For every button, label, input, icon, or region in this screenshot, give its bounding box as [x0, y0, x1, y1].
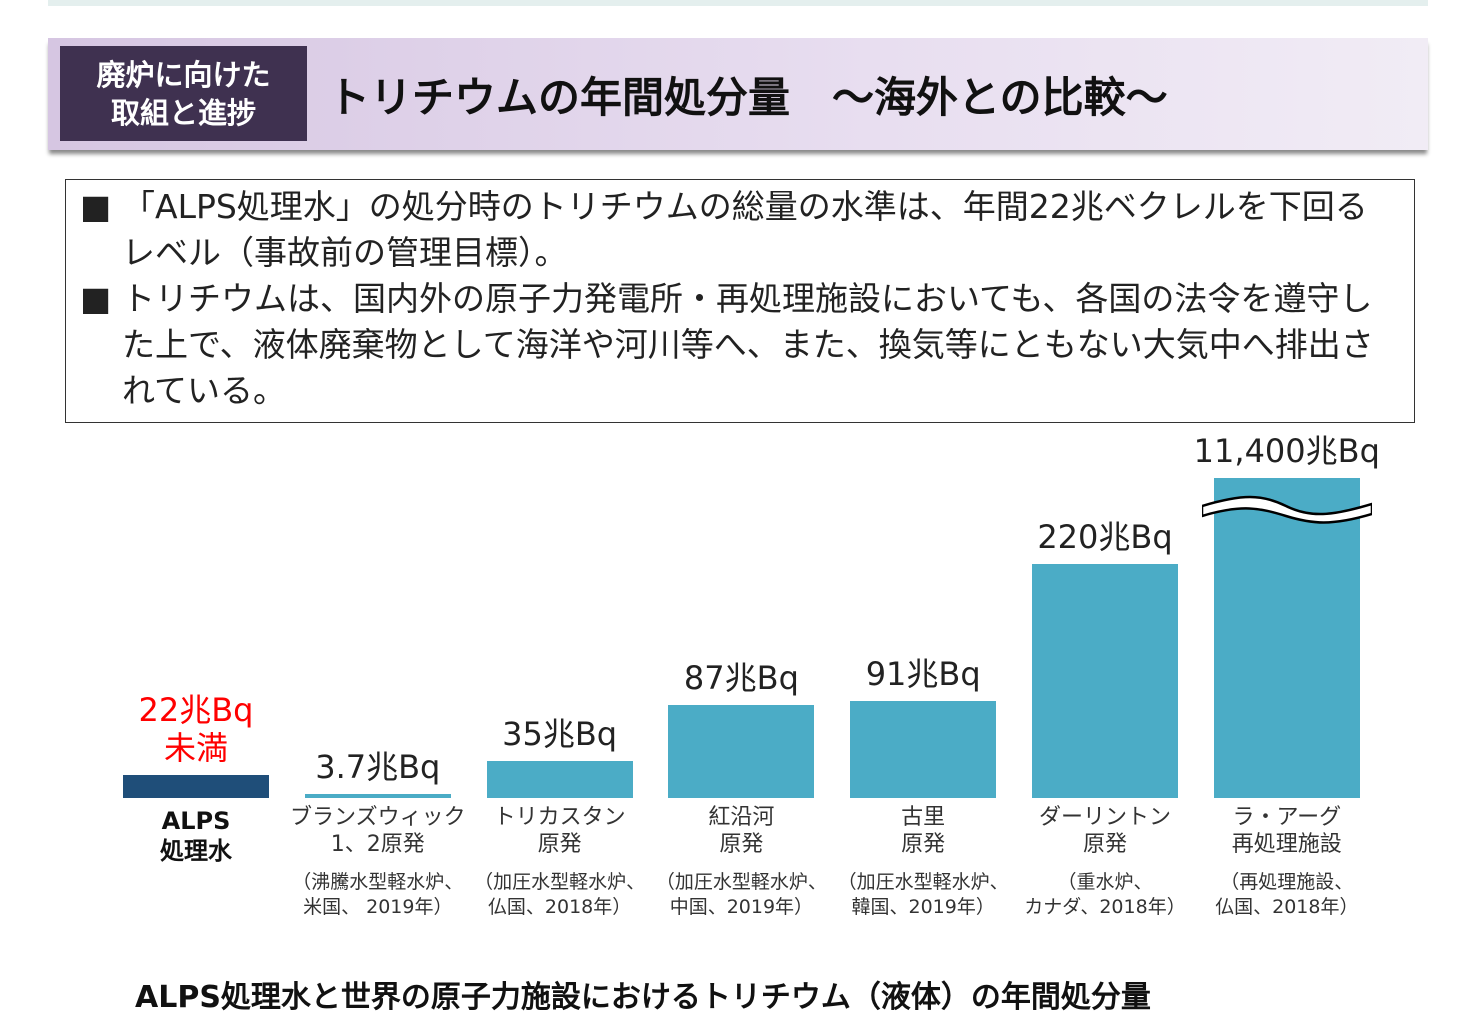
top-strip — [48, 0, 1428, 6]
bar-4 — [850, 701, 997, 798]
category-label: ブランズウィック 1、2原発 — [290, 805, 466, 857]
axis-break-icon — [1201, 495, 1372, 524]
bullet-item: ■ 「ALPS処理水」の処分時のトリチウムの総量の水準は、年間22兆ベクレルを下… — [80, 184, 1397, 276]
category-note: （加圧水型軽水炉、 中国、2019年） — [655, 871, 827, 918]
value-label: 220兆Bq — [1037, 517, 1173, 556]
page-title: トリチウムの年間処分量 ～海外との比較～ — [328, 73, 1168, 122]
value-label: 3.7兆Bq — [315, 748, 441, 787]
tritium-bar-chart: 22兆Bq 未満 ALPS 処理水 3.7兆Bq ブランズウィック 1、2原発 （沸騰水… — [0, 430, 1478, 950]
bar-1 — [304, 794, 451, 798]
bullet-text: 「ALPS処理水」の処分時のトリチウムの総量の水準は、年間22兆ベクレルを下回る… — [122, 187, 1368, 272]
section-tag-line-2: 取組と進捗 — [110, 95, 256, 130]
category-label: ダーリントン 原発 — [1038, 805, 1171, 857]
header-banner: 廃炉に向けた 取組と進捗 トリチウムの年間処分量 ～海外との比較～ — [48, 38, 1428, 150]
category-label: トリカスタン 原発 — [493, 805, 626, 857]
category-note: （沸騰水型軽水炉、 米国、 2019年） — [292, 871, 464, 918]
bullet-marker: ■ — [80, 187, 112, 226]
value-label: 91兆Bq — [865, 655, 981, 694]
bullet-text: トリチウムは、国内外の原子力発電所・再処理施設においても、各国の法令を遵守した上… — [122, 279, 1374, 410]
bar-2 — [486, 760, 633, 798]
bar-6 — [1213, 478, 1360, 798]
bullet-marker: ■ — [80, 279, 112, 318]
value-label: 35兆Bq — [502, 714, 618, 753]
value-label: 11,400兆Bq — [1193, 432, 1380, 470]
bullet-item: ■ トリチウムは、国内外の原子力発電所・再処理施設においても、各国の法令を遵守し… — [80, 276, 1397, 414]
category-note: （再処理施設、 仏国、2018年） — [1215, 871, 1359, 918]
section-tag-line-1: 廃炉に向けた — [96, 57, 271, 92]
value-label: 22兆Bq 未満 — [138, 690, 254, 767]
category-label: 紅沿河 原発 — [708, 805, 775, 857]
category-note: （加圧水型軽水炉、 韓国、2019年） — [837, 871, 1009, 918]
category-label: ALPS 処理水 — [160, 807, 232, 865]
category-note: （加圧水型軽水炉、 仏国、2018年） — [474, 871, 646, 918]
chart-caption: ALPS処理水と世界の原子力施設におけるトリチウム（液体）の年間処分量 — [135, 980, 1151, 1015]
category-label: 古里 原発 — [901, 805, 946, 857]
category-label: ラ・アーグ 再処理施設 — [1231, 805, 1342, 857]
value-label: 87兆Bq — [683, 659, 799, 698]
bar-3 — [668, 705, 815, 798]
bar-5 — [1032, 563, 1178, 798]
section-tag: 廃炉に向けた 取組と進捗 — [60, 46, 307, 141]
summary-box: ■ 「ALPS処理水」の処分時のトリチウムの総量の水準は、年間22兆ベクレルを下… — [65, 179, 1415, 423]
bar-0 — [123, 774, 269, 798]
category-note: （重水炉、 カナダ、2018年） — [1024, 871, 1186, 918]
